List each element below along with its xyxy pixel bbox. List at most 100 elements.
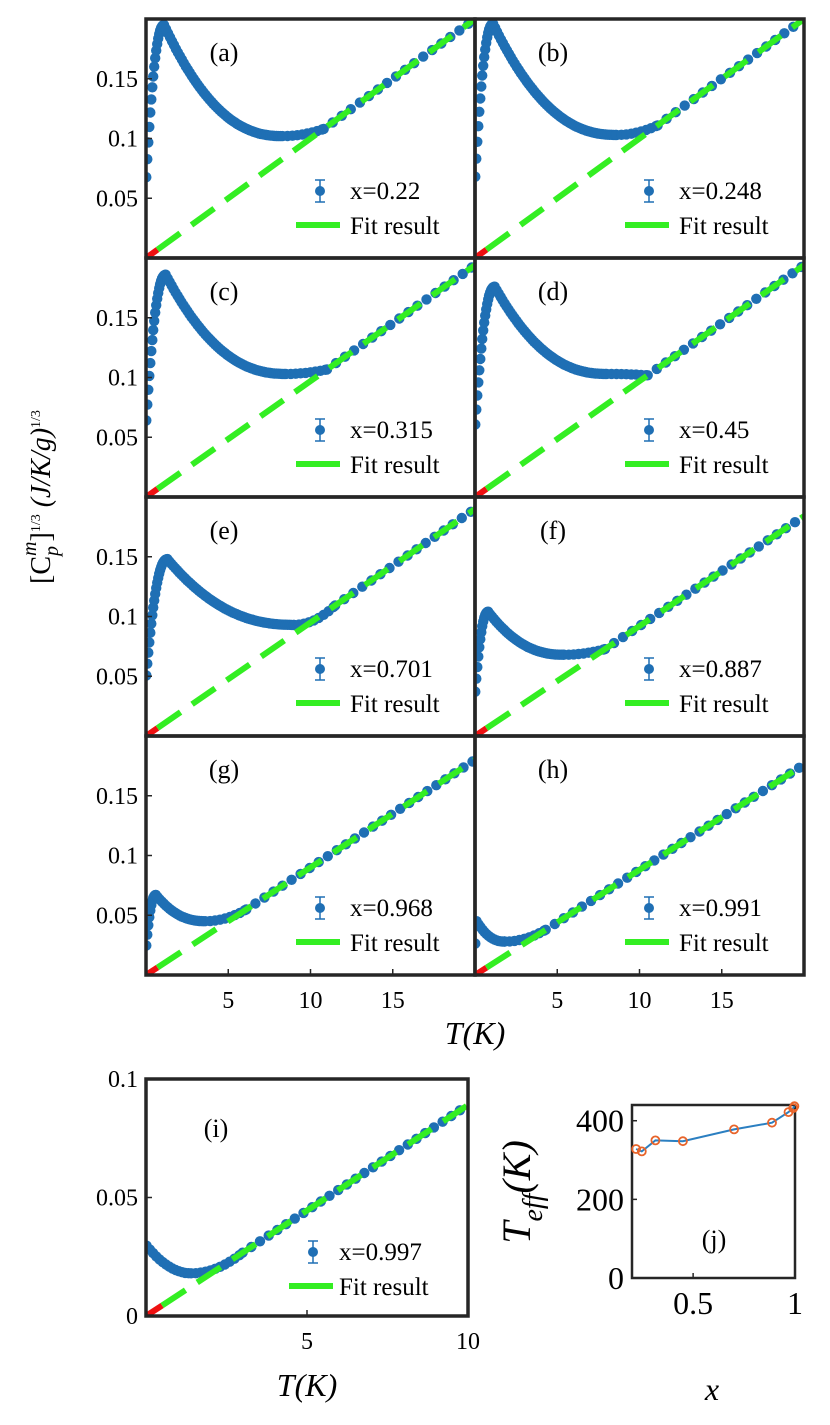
data-point (617, 631, 629, 643)
panel-j-y-axis-label: Teff(K) (494, 1140, 549, 1244)
ylabel-exp-den: 3 (29, 514, 44, 521)
panel-e: (e) x=0.701 Fit result 0.05 0.1 0.15 (96, 495, 477, 738)
y-tick-label: 0.15 (96, 306, 138, 332)
panel-label: (e) (210, 516, 239, 545)
data-point (358, 827, 370, 838)
data-point (148, 71, 159, 82)
teff-marker (729, 1124, 739, 1135)
data-point (753, 541, 764, 552)
legend-marker (315, 425, 325, 435)
ylabel-sub: eff (518, 1190, 549, 1221)
plot-area (475, 261, 804, 497)
data-point (359, 1167, 370, 1179)
data-point (146, 637, 155, 648)
panel-j-x-axis-label: x (704, 1371, 719, 1407)
data-point (475, 642, 485, 653)
teff-marker (636, 1146, 647, 1157)
legend: x=0.701 Fit result (296, 656, 440, 718)
panel-i: (i) 0 0.05 0.1 5 10 x=0.997 Fit result T(K) (96, 1067, 480, 1403)
x-tick-label: 5 (222, 988, 234, 1014)
data-point (475, 377, 484, 388)
y-tick-label: 0.05 (96, 186, 138, 212)
data-point (751, 293, 762, 304)
legend-fit-label: Fit result (679, 452, 769, 479)
data-point (147, 334, 158, 346)
panel-frame (630, 1103, 797, 1280)
data-point (385, 319, 396, 331)
fit-line (484, 762, 804, 971)
y-tick-label: 0.15 (96, 784, 138, 810)
y-tick-label: 0.05 (96, 664, 138, 690)
y-tick-label: 200 (576, 1181, 624, 1217)
teff-line (635, 1105, 796, 1153)
x-tick-label: 10 (628, 988, 652, 1014)
teff-marker (631, 1144, 641, 1154)
data-point (318, 123, 329, 135)
ylabel-sup: m (19, 541, 41, 555)
data-point (146, 345, 157, 357)
plot-area (146, 506, 475, 736)
data-point (475, 136, 483, 147)
data-point (721, 808, 732, 820)
legend-series-label: x=0.45 (679, 417, 749, 444)
data-point (147, 82, 158, 93)
data-point (685, 832, 696, 843)
fit-line (484, 19, 804, 253)
data-point (679, 100, 690, 111)
data-point (475, 93, 486, 104)
fit-line (484, 262, 804, 492)
legend-fit-label: Fit result (350, 930, 440, 957)
ylabel-units: (J/K/g) (26, 428, 57, 507)
legend-marker (644, 425, 654, 435)
panel-label: (d) (538, 277, 568, 306)
grid-x-axis-label: T(K) (445, 1015, 505, 1051)
data-point (479, 51, 490, 63)
legend: x=0.968 Fit result (296, 895, 440, 957)
panel-label: (f) (540, 516, 566, 545)
data-point (289, 1213, 300, 1224)
ylabel-bracket: ] (26, 532, 57, 541)
data-point (477, 333, 488, 345)
panel-c: (c) x=0.315 Fit result 0.05 0.1 0.15 (96, 256, 477, 499)
teff-marker (789, 1101, 800, 1112)
legend: x=0.248 Fit result (625, 178, 769, 240)
data-point (146, 618, 157, 629)
data-point (476, 343, 487, 354)
grid-y-axis-label: [Cpm]1/3 (J/K/g)1/3 (19, 410, 63, 584)
panel-h: (h) x=0.991 Fit result 5 10 15 (473, 734, 806, 1014)
panel-label: (g) (209, 755, 239, 784)
legend-fit-label: Fit result (679, 930, 769, 957)
data-point (475, 651, 484, 662)
legend: x=0.45 Fit result (625, 417, 769, 479)
data-point (789, 517, 801, 528)
legend: x=0.991 Fit result (625, 895, 769, 957)
panel-d: (d) x=0.45 Fit result (473, 256, 806, 499)
data-point (147, 610, 158, 621)
data-point (793, 762, 804, 773)
data-point (146, 920, 154, 931)
fit-line (155, 262, 475, 492)
panel-label: (h) (538, 755, 568, 784)
legend: x=0.887 Fit result (625, 656, 769, 718)
y-tick-label: 0.15 (96, 545, 138, 571)
panel-label: (a) (210, 38, 239, 67)
fit-line (484, 513, 804, 731)
legend-marker (315, 903, 325, 913)
data-point (146, 107, 156, 118)
legend: x=0.22 Fit result (296, 178, 440, 240)
legend-series-label: x=0.22 (350, 178, 420, 205)
ylabel-exp-slash: / (29, 521, 44, 525)
data-point (421, 294, 432, 305)
panel-label: (c) (210, 277, 239, 306)
y-tick-label: 0.1 (108, 1067, 138, 1093)
data-point (714, 319, 726, 330)
y-tick-label: 0 (126, 1304, 138, 1330)
x-tick-label: 5 (551, 988, 563, 1014)
data-point (146, 121, 155, 133)
legend-marker (644, 903, 654, 913)
panel-g: (g) x=0.968 Fit result 0.05 0.1 0.15 5 10 15 (96, 734, 477, 1014)
y-tick-label: 0.1 (108, 366, 138, 392)
data-point (475, 365, 485, 376)
data-point (717, 565, 728, 576)
